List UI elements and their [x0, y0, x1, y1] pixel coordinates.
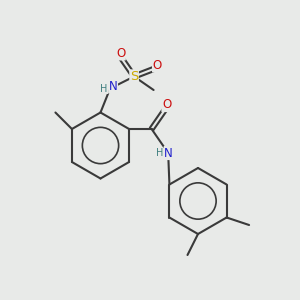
Text: S: S — [130, 70, 138, 83]
Text: N: N — [109, 80, 118, 93]
Text: N: N — [164, 146, 173, 160]
Text: H: H — [156, 148, 164, 158]
Text: O: O — [116, 47, 125, 60]
Text: O: O — [153, 59, 162, 72]
Text: O: O — [162, 98, 171, 112]
Text: H: H — [100, 83, 108, 94]
